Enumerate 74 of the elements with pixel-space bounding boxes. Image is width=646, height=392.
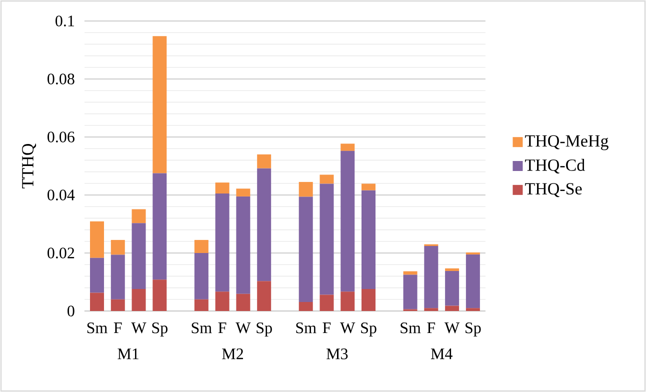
y-tick-label: 0.1	[56, 16, 74, 26]
bar	[298, 182, 313, 197]
y-tick-label: 0.04	[48, 190, 75, 200]
bar	[320, 174, 334, 184]
x-tick-label: Sp	[152, 322, 168, 337]
text: M4	[430, 348, 452, 360]
x-tick-label: W	[444, 322, 460, 334]
bar	[110, 299, 125, 311]
bar	[90, 292, 104, 311]
bar	[445, 270, 460, 306]
text: M1	[118, 348, 138, 360]
bar	[257, 168, 272, 282]
bar	[215, 182, 230, 194]
bar	[152, 36, 167, 174]
bar	[90, 258, 104, 293]
x-tick-label: Sp	[361, 322, 376, 337]
y-axis-title: TTHQ	[22, 144, 36, 188]
legend-label: THQ-Cd	[525, 158, 585, 174]
bar	[362, 288, 376, 311]
bar	[466, 254, 480, 308]
bar	[424, 246, 438, 308]
bar	[132, 288, 146, 311]
bar	[298, 196, 313, 302]
x-tick-label: W	[340, 322, 356, 334]
bar	[152, 280, 167, 311]
legend-label: THQ-MeHg	[525, 135, 608, 150]
y-tick-label: 0.02	[48, 248, 74, 258]
bar	[152, 173, 167, 280]
bar	[194, 253, 208, 300]
bar	[257, 281, 272, 311]
bar	[236, 188, 250, 196]
bar	[236, 196, 250, 294]
x-tick-label: Sp	[256, 322, 272, 337]
bar	[340, 150, 355, 292]
bar	[215, 194, 230, 292]
x-tick-label: F	[322, 322, 331, 334]
bar	[445, 268, 460, 271]
bar	[424, 308, 438, 311]
x-tick-label: Sm	[87, 322, 108, 334]
x-tick-label: Sm	[400, 322, 421, 334]
bar	[340, 144, 355, 151]
x-tick-label: Sm	[192, 322, 212, 334]
x-tick-label: Sp	[466, 322, 481, 337]
bar	[194, 299, 208, 311]
text: M3	[326, 348, 348, 360]
bar	[194, 240, 208, 253]
bar	[320, 294, 334, 311]
bar	[403, 274, 418, 310]
x-tick-label: Sm	[296, 322, 316, 334]
bar	[320, 184, 334, 295]
x-tick-label: W	[236, 322, 251, 334]
y-tick-label: 0	[68, 306, 74, 316]
x-tick-label: F	[114, 322, 122, 334]
bar	[362, 184, 376, 190]
bar	[298, 302, 313, 311]
bar	[445, 306, 460, 311]
bar	[132, 209, 146, 224]
x-tick-label: F	[427, 322, 436, 334]
bar	[110, 254, 125, 300]
x-tick-label: F	[218, 322, 226, 334]
bar	[215, 292, 230, 311]
text: M2	[222, 348, 243, 360]
bar	[466, 308, 480, 311]
bar	[236, 294, 250, 311]
y-tick-label: 0.06	[48, 132, 74, 142]
bar	[362, 190, 376, 289]
x-tick-label: W	[131, 322, 146, 334]
legend-label: THQ-Se	[525, 183, 582, 198]
bar	[90, 221, 104, 258]
bar	[340, 292, 355, 311]
bar	[257, 154, 272, 168]
bar	[110, 240, 125, 255]
y-tick-label: 0.08	[48, 74, 74, 84]
bar	[132, 223, 146, 289]
